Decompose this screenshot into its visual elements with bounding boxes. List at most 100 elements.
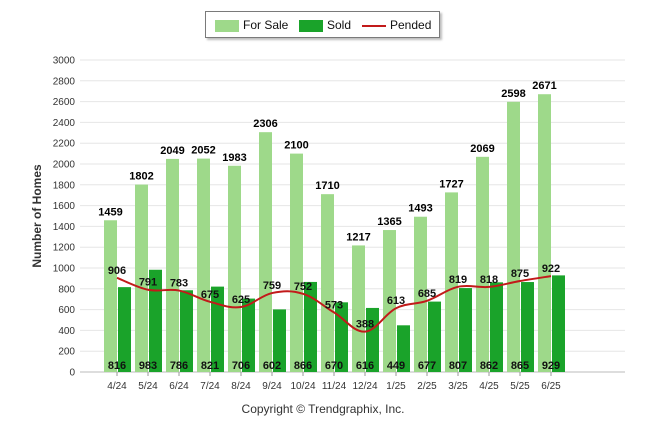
x-tick-label: 5/24 <box>138 381 158 392</box>
legend-item-sold[interactable]: Sold <box>299 18 351 32</box>
for-sale-value-label: 2052 <box>191 145 215 157</box>
legend-item-pended[interactable]: Pended <box>362 18 431 32</box>
sold-value-label: 865 <box>511 360 529 372</box>
y-tick-label: 2000 <box>53 160 76 171</box>
for-sale-bar <box>352 245 365 372</box>
for-sale-value-label: 1727 <box>439 178 463 190</box>
y-tick-label: 400 <box>58 326 75 337</box>
legend: For Sale Sold Pended <box>205 11 440 38</box>
pended-value-label: 783 <box>170 278 188 290</box>
y-tick-label: 1800 <box>53 180 76 191</box>
sold-bar <box>366 307 379 372</box>
for-sale-bar <box>321 194 334 372</box>
for-sale-value-label: 1217 <box>346 231 370 243</box>
sold-bar <box>118 287 131 372</box>
sold-value-label: 449 <box>387 360 405 372</box>
for-sale-bar <box>445 192 458 372</box>
y-tick-label: 1600 <box>53 201 76 212</box>
sold-bar <box>273 309 286 372</box>
pended-value-label: 819 <box>449 274 467 286</box>
sold-value-label: 677 <box>418 360 436 372</box>
legend-item-for-sale[interactable]: For Sale <box>215 18 288 32</box>
for-sale-bar <box>104 220 117 372</box>
y-tick-label: 1000 <box>53 264 76 275</box>
sold-bar <box>459 288 472 372</box>
pended-value-label: 791 <box>139 277 157 289</box>
for-sale-bar <box>290 153 303 372</box>
y-tick-label: 3000 <box>53 56 76 67</box>
pended-value-label: 573 <box>325 299 343 311</box>
for-sale-value-label: 1710 <box>315 180 339 192</box>
x-tick-label: 3/25 <box>448 381 468 392</box>
for-sale-swatch <box>215 19 239 32</box>
for-sale-value-label: 1365 <box>377 216 401 228</box>
y-tick-label: 2600 <box>53 97 76 108</box>
pended-value-label: 388 <box>356 319 374 331</box>
pended-line-swatch <box>362 24 386 27</box>
sold-bar <box>490 282 503 372</box>
for-sale-bar <box>414 216 427 372</box>
x-axis-ticks: 4/24 5/24 6/24 7/24 8/24 9/24 10/24 11/24 12/24 1… <box>107 372 561 392</box>
pended-value-label: 875 <box>511 268 529 280</box>
y-tick-label: 2400 <box>53 118 76 129</box>
pended-value-label: 818 <box>480 274 498 286</box>
y-tick-label: 600 <box>58 305 75 316</box>
y-tick-label: 1200 <box>53 243 76 254</box>
y-tick-label: 800 <box>58 284 75 295</box>
y-tick-label: 200 <box>58 347 75 358</box>
for-sale-bar <box>228 165 241 372</box>
sold-value-label: 862 <box>480 360 498 372</box>
sold-value-label: 983 <box>139 360 157 372</box>
sold-value-label: 816 <box>108 360 126 372</box>
legend-label-for-sale: For Sale <box>243 18 289 32</box>
sold-bar <box>521 282 534 372</box>
data-labels: 1459 816 1802 983 2049 786 2052 821 1983 706 2306 6… <box>98 80 560 372</box>
x-tick-label: 6/24 <box>169 381 189 392</box>
sold-bar <box>180 290 193 372</box>
pended-line <box>116 275 552 333</box>
for-sale-bar <box>383 230 396 372</box>
for-sale-value-label: 1493 <box>408 203 432 215</box>
sold-value-label: 706 <box>232 360 250 372</box>
for-sale-bar <box>135 184 148 372</box>
for-sale-value-label: 2306 <box>253 118 277 130</box>
sold-bar <box>149 269 162 372</box>
sold-value-label: 866 <box>294 360 312 372</box>
for-sale-value-label: 2598 <box>501 88 525 100</box>
sold-bar <box>242 298 255 372</box>
sold-value-label: 929 <box>542 360 560 372</box>
x-tick-label: 4/24 <box>107 381 127 392</box>
y-axis-ticks: 0 200 400 600 800 1000 1200 1400 1600 1800 2000 220… <box>53 56 76 379</box>
pended-value-label: 906 <box>108 265 126 277</box>
sold-value-label: 670 <box>325 360 343 372</box>
x-tick-label: 10/24 <box>290 381 315 392</box>
for-sale-value-label: 2671 <box>532 80 556 92</box>
y-tick-label: 2200 <box>53 139 76 150</box>
sold-bar <box>304 281 317 372</box>
sold-value-label: 807 <box>449 360 467 372</box>
legend-label-sold: Sold <box>327 18 352 32</box>
sold-bar <box>428 301 441 372</box>
y-tick-label: 0 <box>69 368 75 379</box>
for-sale-bar <box>166 158 179 372</box>
x-tick-label: 2/25 <box>417 381 437 392</box>
for-sale-value-label: 2069 <box>470 143 494 155</box>
x-tick-label: 9/24 <box>262 381 282 392</box>
bars <box>104 94 565 373</box>
x-tick-label: 5/25 <box>510 381 530 392</box>
for-sale-value-label: 1983 <box>222 152 246 164</box>
x-tick-label: 1/25 <box>386 381 406 392</box>
copyright-text: Copyright © Trendgraphix, Inc. <box>241 402 405 416</box>
pended-value-label: 752 <box>294 281 312 293</box>
for-sale-bar <box>259 132 272 372</box>
for-sale-value-label: 2049 <box>160 145 184 157</box>
pended-line-layer <box>116 275 552 333</box>
for-sale-bar <box>476 156 489 372</box>
sold-value-label: 616 <box>356 360 374 372</box>
pended-value-label: 922 <box>542 263 560 275</box>
x-tick-label: 4/25 <box>479 381 499 392</box>
pended-value-label: 759 <box>263 280 281 292</box>
pended-value-label: 613 <box>387 295 405 307</box>
sold-bar <box>552 275 565 372</box>
